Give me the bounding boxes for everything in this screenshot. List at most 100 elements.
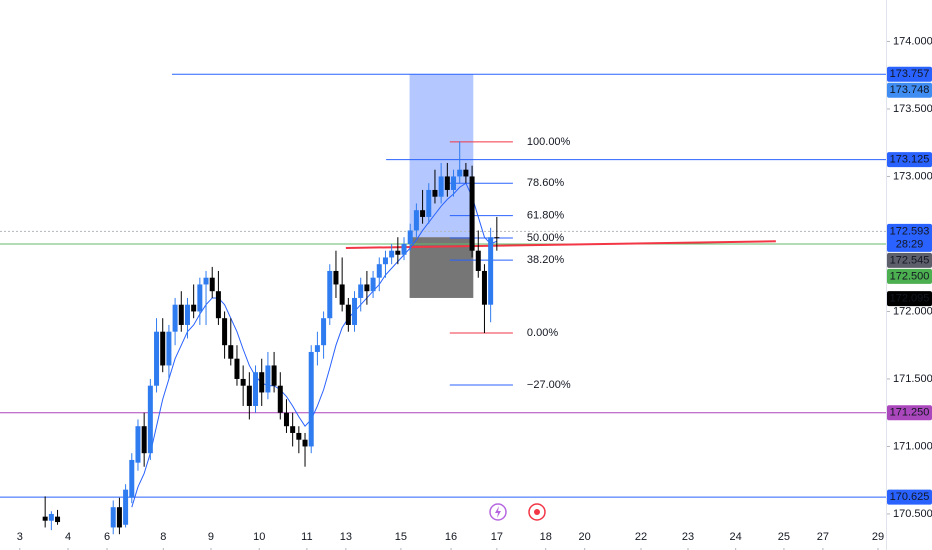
candle-body [172, 304, 178, 332]
candle-body [308, 351, 314, 447]
candle-body [352, 297, 358, 325]
x-tick-label: 3 [17, 531, 23, 543]
candle-body [228, 345, 234, 359]
y-tick-label: 170.500 [893, 508, 932, 520]
candle-body [166, 331, 172, 366]
plot: 100.00% 78.60% 61.80% 50.00% 38.20% 0.00% −27.… [0, 35, 932, 550]
candle-body [191, 304, 197, 312]
x-tick-label: 27 [817, 531, 829, 543]
candle-body [265, 365, 271, 393]
fib-label: 78.60% [527, 177, 565, 189]
price-tag-label: 173.125 [890, 153, 930, 165]
candle-body [475, 250, 481, 271]
price-tag [887, 152, 932, 168]
x-tick-label: 9 [208, 531, 214, 543]
x-tick-label: 20 [579, 531, 591, 543]
candle-body [296, 432, 302, 440]
trendline [345, 240, 776, 249]
x-tick-label: 6 [104, 531, 110, 543]
price-tag [887, 82, 932, 98]
x-tick-label: 16 [445, 531, 457, 543]
candle-body [457, 169, 463, 177]
y-tick-label: 173.000 [893, 170, 932, 182]
price-tag-label: 170.625 [890, 491, 930, 503]
candle-body [327, 270, 333, 319]
candle-body [141, 426, 147, 454]
candle-body [246, 385, 252, 406]
x-tick-label: 24 [730, 531, 742, 543]
candle-body [389, 250, 395, 258]
candle-body [333, 270, 339, 285]
candle-body [395, 250, 401, 255]
candle-body [147, 385, 153, 454]
x-tick-label: 10 [253, 531, 265, 543]
lightning [495, 506, 501, 518]
candle-body [277, 385, 283, 413]
x-tick-label: 23 [682, 531, 694, 543]
candle-body [240, 378, 246, 386]
candle-body [481, 270, 487, 305]
price-tag-label: 172.500 [890, 270, 930, 282]
moving-average [131, 182, 498, 508]
candle-body [271, 365, 277, 386]
candle-body [259, 372, 265, 393]
candle-body [302, 439, 308, 447]
price-tag-label: 172.095 [890, 293, 930, 305]
y-tick-label: 174.000 [893, 35, 932, 47]
x-tick-label: 8 [160, 531, 166, 543]
candle-body [160, 331, 166, 366]
price-tag-label: 173.757 [890, 68, 930, 80]
candle-body [438, 176, 444, 197]
candle-body [135, 426, 141, 463]
target-zone [409, 74, 474, 238]
candle-body [253, 372, 259, 406]
fib-label: 50.00% [527, 232, 565, 244]
price-tag [887, 291, 932, 307]
candle-body [283, 412, 289, 427]
price-tag-label: 173.748 [890, 84, 930, 96]
candle-body [215, 291, 221, 319]
candle-body [321, 318, 327, 346]
candle-body [382, 257, 388, 265]
price-tag [887, 405, 932, 421]
x-tick-label: 15 [395, 531, 407, 543]
price-tag [887, 66, 932, 82]
candle-body [116, 507, 122, 528]
y-tick-label: 172.000 [893, 305, 932, 317]
candle-body [110, 507, 116, 528]
fib-label: 38.20% [527, 254, 565, 266]
fib-label: 0.00% [527, 327, 558, 339]
price-tag [887, 489, 932, 505]
candle-body [184, 304, 190, 325]
candle-body [123, 489, 129, 525]
candle-body [401, 243, 407, 255]
y-tick-label: 171.500 [893, 373, 932, 385]
x-tick-label: 13 [340, 531, 352, 543]
candle-body [463, 169, 469, 177]
candle-body [407, 230, 413, 244]
candle-body [222, 318, 228, 346]
price-tag [887, 223, 932, 252]
price-tag-label: 172.593 [890, 225, 930, 237]
candle-body [426, 189, 432, 217]
candle-body [234, 358, 240, 379]
candle-body [364, 284, 370, 292]
candle-body [469, 176, 475, 251]
candle-body [290, 426, 296, 433]
candle-body [444, 176, 450, 190]
price-tag-label: 171.250 [890, 407, 930, 419]
x-tick-label: 22 [635, 531, 647, 543]
candle-body [376, 264, 382, 278]
event-icon[interactable] [489, 503, 507, 521]
x-tick-label: 11 [301, 531, 312, 543]
price-tag-label: 172.545 [890, 254, 930, 266]
candle-body [358, 284, 364, 298]
y-tick-label: 171.000 [893, 440, 932, 452]
event-icon[interactable] [528, 503, 546, 521]
candle-body [420, 210, 426, 217]
candle-body [178, 304, 184, 325]
x-tick-label: 18 [540, 531, 552, 543]
x-tick-label: 25 [778, 531, 790, 543]
candle-body [339, 284, 345, 305]
